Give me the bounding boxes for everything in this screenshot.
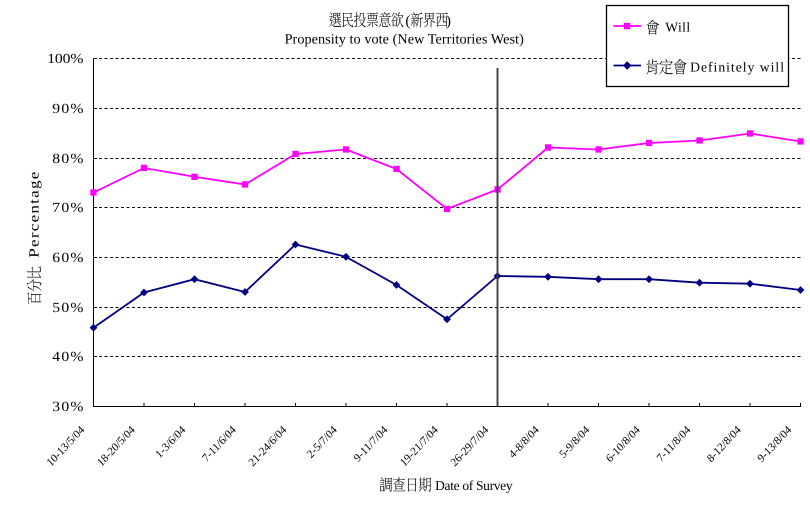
svg-text:70%: 70%	[52, 201, 83, 216]
svg-text:80%: 80%	[52, 152, 83, 167]
svg-text:Definitely will: Definitely will	[690, 60, 784, 75]
svg-text:Propensity to vote (New Territ: Propensity to vote (New Territories West…	[285, 32, 524, 48]
svg-text:(: (	[405, 13, 410, 29]
svg-text:Date of Survey: Date of Survey	[435, 478, 513, 493]
svg-text:Will: Will	[665, 20, 690, 35]
svg-text:100%: 100%	[47, 52, 84, 67]
svg-text:): )	[446, 13, 451, 29]
svg-text:40%: 40%	[52, 350, 83, 365]
svg-text:50%: 50%	[52, 301, 83, 316]
svg-text:30%: 30%	[52, 400, 83, 415]
svg-text:90%: 90%	[52, 102, 83, 117]
svg-text:60%: 60%	[52, 251, 83, 266]
